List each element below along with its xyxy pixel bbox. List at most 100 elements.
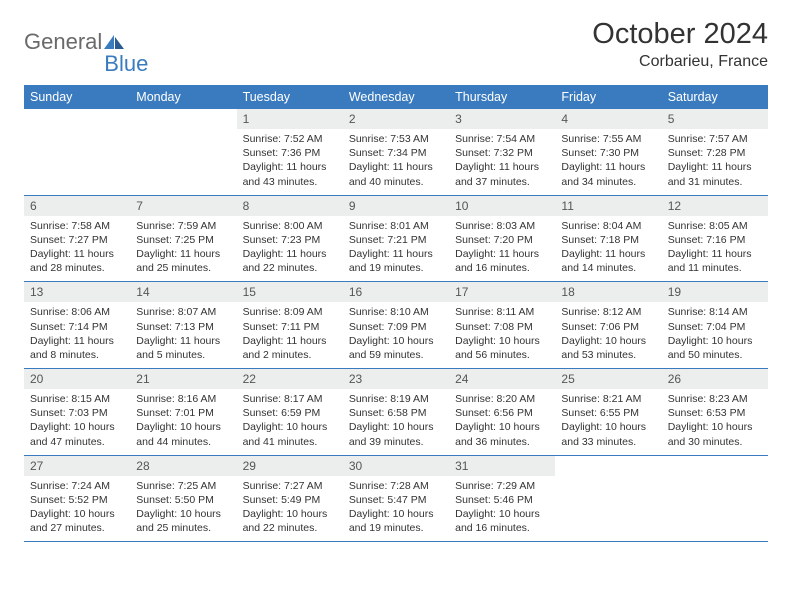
- day-details: Sunrise: 8:12 AMSunset: 7:06 PMDaylight:…: [555, 302, 661, 368]
- day-details: Sunrise: 8:09 AMSunset: 7:11 PMDaylight:…: [237, 302, 343, 368]
- day-details: Sunrise: 7:52 AMSunset: 7:36 PMDaylight:…: [237, 129, 343, 195]
- day-number: 24: [449, 369, 555, 389]
- day-number: 19: [662, 282, 768, 302]
- day-number: 10: [449, 196, 555, 216]
- day-number: 4: [555, 109, 661, 129]
- calendar-cell: 29Sunrise: 7:27 AMSunset: 5:49 PMDayligh…: [237, 455, 343, 542]
- day-details: Sunrise: 8:21 AMSunset: 6:55 PMDaylight:…: [555, 389, 661, 455]
- day-number: 14: [130, 282, 236, 302]
- calendar-cell: 18Sunrise: 8:12 AMSunset: 7:06 PMDayligh…: [555, 282, 661, 369]
- calendar-cell: 16Sunrise: 8:10 AMSunset: 7:09 PMDayligh…: [343, 282, 449, 369]
- day-details: Sunrise: 7:58 AMSunset: 7:27 PMDaylight:…: [24, 216, 130, 282]
- calendar-cell: 23Sunrise: 8:19 AMSunset: 6:58 PMDayligh…: [343, 369, 449, 456]
- weekday-header: Thursday: [449, 85, 555, 109]
- calendar-cell: 1Sunrise: 7:52 AMSunset: 7:36 PMDaylight…: [237, 109, 343, 195]
- location: Corbarieu, France: [592, 53, 768, 71]
- calendar-cell: 2Sunrise: 7:53 AMSunset: 7:34 PMDaylight…: [343, 109, 449, 195]
- day-number: 22: [237, 369, 343, 389]
- day-number: 20: [24, 369, 130, 389]
- day-number: 28: [130, 456, 236, 476]
- calendar-cell-empty: [662, 455, 768, 542]
- calendar-head: SundayMondayTuesdayWednesdayThursdayFrid…: [24, 85, 768, 109]
- day-number: 26: [662, 369, 768, 389]
- calendar-cell: 14Sunrise: 8:07 AMSunset: 7:13 PMDayligh…: [130, 282, 236, 369]
- day-details: Sunrise: 8:14 AMSunset: 7:04 PMDaylight:…: [662, 302, 768, 368]
- day-details: Sunrise: 8:11 AMSunset: 7:08 PMDaylight:…: [449, 302, 555, 368]
- logo-text-blue: Blue: [104, 51, 148, 77]
- calendar-cell: 15Sunrise: 8:09 AMSunset: 7:11 PMDayligh…: [237, 282, 343, 369]
- day-details: Sunrise: 7:54 AMSunset: 7:32 PMDaylight:…: [449, 129, 555, 195]
- day-number: 21: [130, 369, 236, 389]
- day-details: Sunrise: 7:28 AMSunset: 5:47 PMDaylight:…: [343, 476, 449, 542]
- day-number: 17: [449, 282, 555, 302]
- logo-sail-icon: [104, 35, 124, 49]
- month-title: October 2024: [592, 18, 768, 51]
- day-details: Sunrise: 7:57 AMSunset: 7:28 PMDaylight:…: [662, 129, 768, 195]
- day-details: Sunrise: 8:16 AMSunset: 7:01 PMDaylight:…: [130, 389, 236, 455]
- logo-text-general: General: [24, 29, 102, 55]
- header: General Blue October 2024 Corbarieu, Fra…: [24, 18, 768, 71]
- weekday-header: Sunday: [24, 85, 130, 109]
- day-number: 11: [555, 196, 661, 216]
- day-number: 12: [662, 196, 768, 216]
- day-number: 18: [555, 282, 661, 302]
- day-number: 3: [449, 109, 555, 129]
- calendar-table: SundayMondayTuesdayWednesdayThursdayFrid…: [24, 85, 768, 542]
- calendar-cell: 22Sunrise: 8:17 AMSunset: 6:59 PMDayligh…: [237, 369, 343, 456]
- calendar-cell: 6Sunrise: 7:58 AMSunset: 7:27 PMDaylight…: [24, 195, 130, 282]
- calendar-cell-empty: [555, 455, 661, 542]
- day-details: Sunrise: 8:15 AMSunset: 7:03 PMDaylight:…: [24, 389, 130, 455]
- calendar-cell: 4Sunrise: 7:55 AMSunset: 7:30 PMDaylight…: [555, 109, 661, 195]
- calendar-cell: 10Sunrise: 8:03 AMSunset: 7:20 PMDayligh…: [449, 195, 555, 282]
- calendar-cell: 19Sunrise: 8:14 AMSunset: 7:04 PMDayligh…: [662, 282, 768, 369]
- calendar-cell: 27Sunrise: 7:24 AMSunset: 5:52 PMDayligh…: [24, 455, 130, 542]
- day-number: 27: [24, 456, 130, 476]
- day-number: 7: [130, 196, 236, 216]
- day-details: Sunrise: 8:01 AMSunset: 7:21 PMDaylight:…: [343, 216, 449, 282]
- day-details: Sunrise: 7:29 AMSunset: 5:46 PMDaylight:…: [449, 476, 555, 542]
- day-number: 23: [343, 369, 449, 389]
- calendar-cell: 9Sunrise: 8:01 AMSunset: 7:21 PMDaylight…: [343, 195, 449, 282]
- day-number: 1: [237, 109, 343, 129]
- day-details: Sunrise: 8:20 AMSunset: 6:56 PMDaylight:…: [449, 389, 555, 455]
- calendar-row: 20Sunrise: 8:15 AMSunset: 7:03 PMDayligh…: [24, 369, 768, 456]
- calendar-row: 13Sunrise: 8:06 AMSunset: 7:14 PMDayligh…: [24, 282, 768, 369]
- calendar-cell: 3Sunrise: 7:54 AMSunset: 7:32 PMDaylight…: [449, 109, 555, 195]
- calendar-cell: 28Sunrise: 7:25 AMSunset: 5:50 PMDayligh…: [130, 455, 236, 542]
- day-number: 9: [343, 196, 449, 216]
- day-details: Sunrise: 7:53 AMSunset: 7:34 PMDaylight:…: [343, 129, 449, 195]
- calendar-cell-empty: [24, 109, 130, 195]
- day-details: Sunrise: 8:06 AMSunset: 7:14 PMDaylight:…: [24, 302, 130, 368]
- day-number: 31: [449, 456, 555, 476]
- calendar-cell: 12Sunrise: 8:05 AMSunset: 7:16 PMDayligh…: [662, 195, 768, 282]
- weekday-header: Wednesday: [343, 85, 449, 109]
- calendar-row: 1Sunrise: 7:52 AMSunset: 7:36 PMDaylight…: [24, 109, 768, 195]
- day-number: 8: [237, 196, 343, 216]
- day-number: 25: [555, 369, 661, 389]
- logo: General Blue: [24, 18, 148, 66]
- weekday-header: Tuesday: [237, 85, 343, 109]
- day-details: Sunrise: 7:25 AMSunset: 5:50 PMDaylight:…: [130, 476, 236, 542]
- day-details: Sunrise: 8:05 AMSunset: 7:16 PMDaylight:…: [662, 216, 768, 282]
- calendar-cell: 7Sunrise: 7:59 AMSunset: 7:25 PMDaylight…: [130, 195, 236, 282]
- day-details: Sunrise: 7:27 AMSunset: 5:49 PMDaylight:…: [237, 476, 343, 542]
- day-number: 29: [237, 456, 343, 476]
- title-block: October 2024 Corbarieu, France: [592, 18, 768, 71]
- calendar-cell: 26Sunrise: 8:23 AMSunset: 6:53 PMDayligh…: [662, 369, 768, 456]
- calendar-cell: 11Sunrise: 8:04 AMSunset: 7:18 PMDayligh…: [555, 195, 661, 282]
- calendar-cell: 24Sunrise: 8:20 AMSunset: 6:56 PMDayligh…: [449, 369, 555, 456]
- calendar-cell-empty: [130, 109, 236, 195]
- calendar-cell: 8Sunrise: 8:00 AMSunset: 7:23 PMDaylight…: [237, 195, 343, 282]
- day-details: Sunrise: 8:19 AMSunset: 6:58 PMDaylight:…: [343, 389, 449, 455]
- weekday-header: Monday: [130, 85, 236, 109]
- day-details: Sunrise: 8:23 AMSunset: 6:53 PMDaylight:…: [662, 389, 768, 455]
- calendar-cell: 20Sunrise: 8:15 AMSunset: 7:03 PMDayligh…: [24, 369, 130, 456]
- calendar-cell: 30Sunrise: 7:28 AMSunset: 5:47 PMDayligh…: [343, 455, 449, 542]
- day-details: Sunrise: 8:00 AMSunset: 7:23 PMDaylight:…: [237, 216, 343, 282]
- day-details: Sunrise: 7:59 AMSunset: 7:25 PMDaylight:…: [130, 216, 236, 282]
- day-details: Sunrise: 8:17 AMSunset: 6:59 PMDaylight:…: [237, 389, 343, 455]
- day-number: 2: [343, 109, 449, 129]
- day-number: 30: [343, 456, 449, 476]
- calendar-cell: 21Sunrise: 8:16 AMSunset: 7:01 PMDayligh…: [130, 369, 236, 456]
- calendar-body: 1Sunrise: 7:52 AMSunset: 7:36 PMDaylight…: [24, 109, 768, 542]
